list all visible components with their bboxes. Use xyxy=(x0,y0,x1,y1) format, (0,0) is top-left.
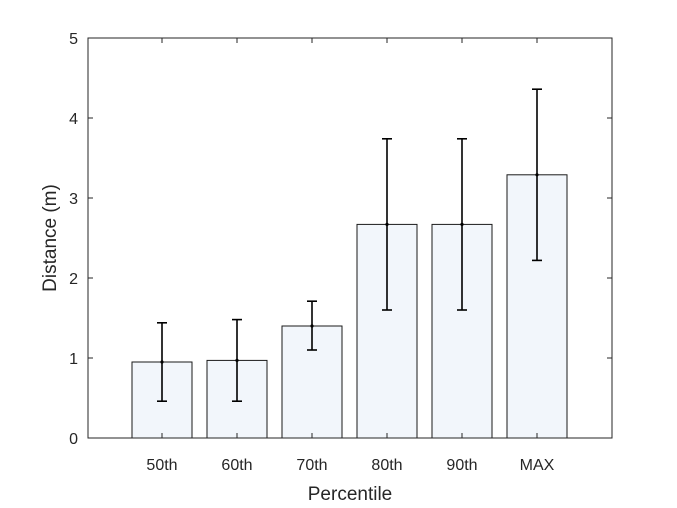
x-tick-label: 70th xyxy=(296,457,327,474)
mean-marker-90th xyxy=(460,222,464,226)
y-tick-label: 5 xyxy=(69,31,78,48)
y-tick-label: 0 xyxy=(69,431,78,448)
x-ticks-layer: 50th 60th 70th 80th 90th MAX xyxy=(146,38,555,474)
x-tick-label: 90th xyxy=(446,457,477,474)
mean-marker-70th xyxy=(310,324,314,328)
mean-marker-60th xyxy=(235,358,239,362)
x-tick-label: 80th xyxy=(371,457,402,474)
y-tick-label: 3 xyxy=(69,191,78,208)
mean-marker-max xyxy=(535,173,539,177)
mean-marker-80th xyxy=(385,222,389,226)
y-tick-label: 4 xyxy=(69,111,78,128)
y-axis-label: Distance (m) xyxy=(40,184,61,292)
bars-layer xyxy=(131,174,568,439)
plot-frame xyxy=(87,37,613,439)
x-axis-label: Percentile xyxy=(308,484,393,505)
y-tick-label: 1 xyxy=(69,351,78,368)
error-bars-layer xyxy=(157,88,542,403)
x-tick-label: MAX xyxy=(520,457,555,474)
x-tick-label: 60th xyxy=(221,457,252,474)
y-ticks-layer: 0 1 2 3 4 5 xyxy=(69,31,612,448)
y-tick-label: 2 xyxy=(69,271,78,288)
mean-marker-50th xyxy=(160,360,164,364)
x-tick-label: 50th xyxy=(146,457,177,474)
